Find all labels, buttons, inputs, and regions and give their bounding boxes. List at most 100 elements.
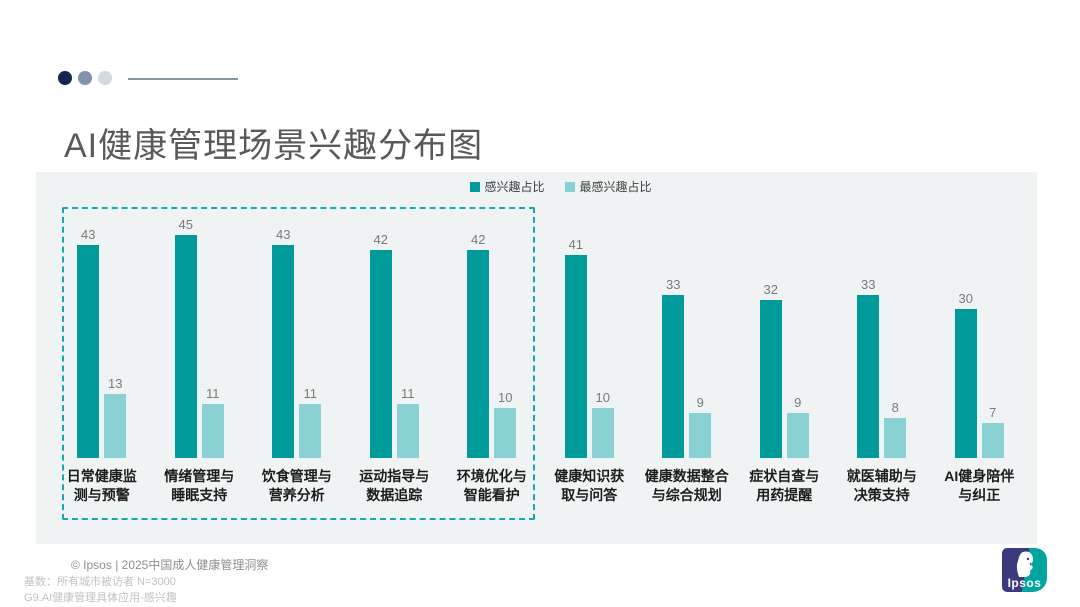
- header-rule: [128, 78, 238, 80]
- bar: [689, 413, 712, 458]
- bar-interested: 45: [174, 217, 197, 458]
- bar-pair: 33 8: [857, 172, 907, 458]
- bar-group-4: 42 11 运动指导与 数据追踪: [346, 172, 444, 505]
- bar: [857, 295, 880, 458]
- footer-source: © Ipsos | 2025中国成人健康管理洞察: [71, 558, 269, 572]
- bar: [369, 250, 392, 458]
- category-label: 就医辅助与 决策支持: [846, 468, 917, 503]
- header-dots: [58, 71, 112, 85]
- bar-pair: 42 11: [369, 172, 419, 458]
- category-label: 健康数据整合 与综合规划: [644, 468, 729, 503]
- category-label: 症状自查与 用药提醒: [749, 468, 820, 503]
- bar-interested: 42: [467, 232, 490, 458]
- bar-interested: 32: [759, 282, 782, 458]
- bar: [884, 418, 907, 458]
- dot-dark-icon: [58, 71, 72, 85]
- bar-interested: 33: [662, 277, 685, 458]
- legend-item-interested: 感兴趣占比: [469, 178, 545, 195]
- bar: [759, 300, 782, 458]
- bar-interested: 33: [857, 277, 880, 458]
- bar-value-label: 11: [303, 386, 318, 401]
- bar: [981, 423, 1004, 458]
- bar-interested: 41: [564, 237, 587, 458]
- legend-label: 感兴趣占比: [484, 180, 545, 194]
- bar-value-label: 43: [81, 227, 96, 242]
- legend-label: 最感兴趣占比: [579, 180, 652, 194]
- legend-swatch-interested: [469, 181, 480, 192]
- chart-legend: 感兴趣占比 最感兴趣占比: [469, 178, 652, 195]
- bar-group-8: 32 9 症状自查与 用药提醒: [736, 172, 834, 505]
- bar-value-label: 9: [696, 395, 704, 410]
- bar-value-label: 7: [989, 405, 997, 420]
- bar-interested: 43: [272, 227, 295, 458]
- bar-value-label: 11: [206, 386, 220, 401]
- bar: [591, 408, 614, 458]
- bar-value-label: 33: [861, 277, 876, 292]
- bar-pair: 32 9: [759, 172, 809, 458]
- footer-base-note: 基数：所有城市被访者 N=3000: [24, 576, 176, 588]
- bar: [954, 309, 977, 458]
- bar-value-label: 9: [794, 395, 802, 410]
- bar-value-label: 30: [958, 291, 973, 306]
- bar-most-interested: 11: [396, 386, 419, 458]
- bar-group-2: 45 11 情绪管理与 睡眠支持: [151, 172, 249, 505]
- bar-value-label: 43: [276, 227, 291, 242]
- bar-group-6: 41 10 健康知识获 取与问答: [541, 172, 639, 505]
- bar-pair: 43 13: [77, 172, 127, 458]
- bar-group-7: 33 9 健康数据整合 与综合规划: [638, 172, 736, 505]
- bar: [77, 245, 100, 458]
- bar-value-label: 42: [471, 232, 486, 247]
- bar-pair: 41 10: [564, 172, 614, 458]
- bar-value-label: 33: [666, 277, 681, 292]
- bar: [272, 245, 295, 458]
- category-label: 健康知识获 取与问答: [554, 468, 625, 503]
- bar-pair: 33 9: [662, 172, 712, 458]
- bar-chart: 43 13 日常健康监 测与预警 45 11 情绪管理与 睡眠支持 43 11 饮食管理与 营养…: [53, 172, 1028, 505]
- bar: [174, 235, 197, 458]
- category-label: 日常健康监 测与预警: [66, 468, 137, 503]
- category-label: 环境优化与 智能看护: [456, 468, 527, 503]
- legend-item-most-interested: 最感兴趣占比: [564, 178, 652, 195]
- bar-most-interested: 10: [591, 390, 614, 458]
- bar-pair: 42 10: [467, 172, 517, 458]
- legend-swatch-most-interested: [564, 181, 575, 192]
- dot-medium-icon: [78, 71, 92, 85]
- bar-value-label: 8: [891, 400, 899, 415]
- bar-group-9: 33 8 就医辅助与 决策支持: [833, 172, 931, 505]
- bar-pair: 43 11: [272, 172, 322, 458]
- bar: [467, 250, 490, 458]
- page-title: AI健康管理场景兴趣分布图: [64, 127, 484, 165]
- bar-pair: 30 7: [954, 172, 1004, 458]
- bar-most-interested: 9: [786, 395, 809, 458]
- bar-most-interested: 11: [299, 386, 322, 458]
- bar-most-interested: 10: [494, 390, 517, 458]
- bar-most-interested: 8: [884, 400, 907, 458]
- bar-interested: 30: [954, 291, 977, 458]
- category-label: 情绪管理与 睡眠支持: [164, 468, 235, 503]
- bar: [104, 394, 127, 458]
- bar-value-label: 42: [373, 232, 388, 247]
- bar-group-3: 43 11 饮食管理与 营养分析: [248, 172, 346, 505]
- bar: [786, 413, 809, 458]
- bar-pair: 45 11: [174, 172, 224, 458]
- bar-group-1: 43 13 日常健康监 测与预警: [53, 172, 151, 505]
- bar-value-label: 32: [763, 282, 778, 297]
- highlight-dashed-box: [62, 207, 535, 520]
- bar-value-label: 41: [568, 237, 583, 252]
- chart-panel: 感兴趣占比 最感兴趣占比 43 13 日常健康监 测与预警 45 11 情绪管理与 睡眠支…: [36, 172, 1037, 544]
- bar-most-interested: 11: [201, 386, 224, 458]
- bar: [201, 404, 224, 458]
- bar-group-10: 30 7 AI健身陪伴 与纠正: [931, 172, 1029, 505]
- bar: [396, 404, 419, 458]
- bar: [662, 295, 685, 458]
- bar-value-label: 45: [178, 217, 193, 232]
- bar: [299, 404, 322, 458]
- category-label: AI健身陪伴 与纠正: [944, 468, 1015, 503]
- bar-most-interested: 7: [981, 405, 1004, 458]
- bar-value-label: 11: [401, 386, 415, 401]
- category-label: 饮食管理与 营养分析: [261, 468, 332, 503]
- ipsos-logo-text: Ipsos: [1007, 576, 1042, 590]
- bar-interested: 43: [77, 227, 100, 458]
- bar-most-interested: 13: [104, 376, 127, 458]
